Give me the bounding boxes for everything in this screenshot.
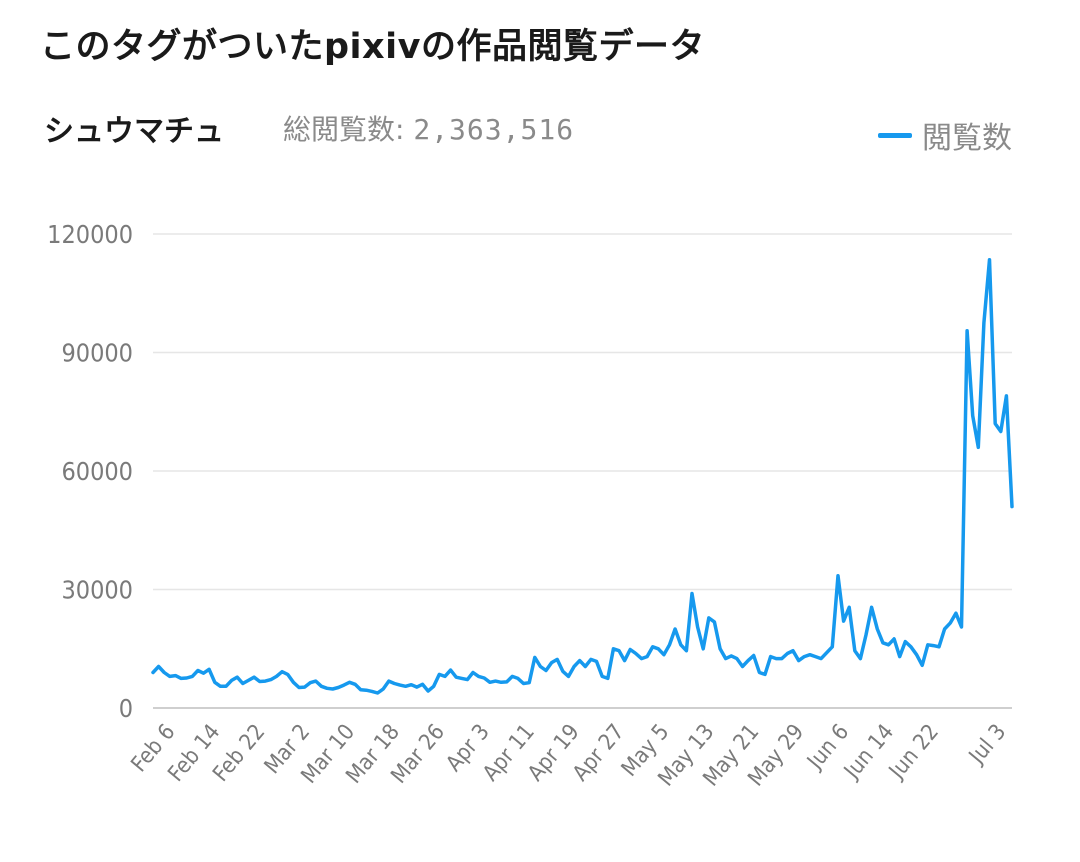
y-tick-label: 0	[119, 694, 133, 723]
chart-legend[interactable]: 閲覧数	[878, 113, 1012, 157]
y-tick-label: 60000	[61, 457, 133, 486]
legend-label: 閲覧数	[922, 121, 1012, 156]
page-title: このタグがついたpixivの作品閲覧データ	[40, 27, 705, 67]
y-axis-ticks: 0 30000 60000 90000 120000	[47, 220, 133, 723]
x-tick-label: Jun 14	[839, 720, 900, 785]
y-tick-label: 90000	[61, 339, 133, 368]
x-tick-label: Jul 3	[963, 720, 1011, 770]
total-views-label: 総閲覧数:	[283, 113, 405, 146]
tag-name: シュウマチュ	[44, 114, 224, 149]
total-views-value: 2,363,516	[413, 113, 575, 146]
y-tick-label: 30000	[61, 576, 133, 605]
y-tick-label: 120000	[47, 220, 133, 249]
series-line-views	[151, 257, 1014, 695]
total-views: 総閲覧数: 2,363,516	[283, 108, 574, 148]
series-layer	[151, 257, 1014, 695]
legend-swatch	[878, 132, 912, 138]
grid-lines	[153, 233, 1012, 709]
x-tick-label: Jun 22	[883, 720, 944, 785]
